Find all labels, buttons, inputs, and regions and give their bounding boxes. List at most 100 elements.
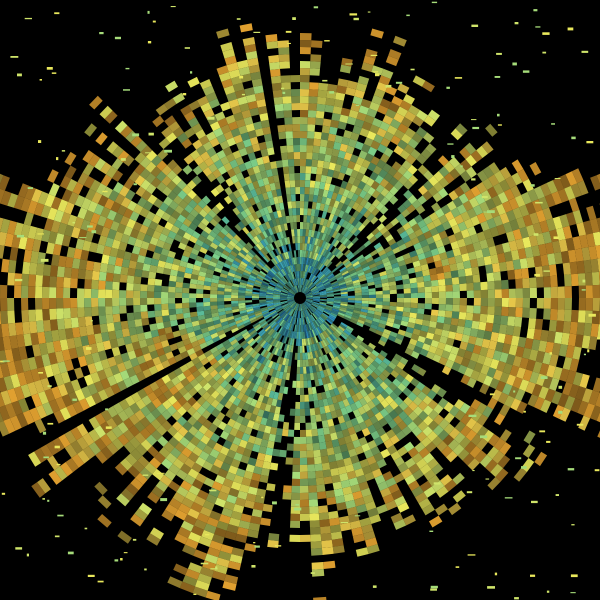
echo-cell — [344, 366, 352, 374]
echo-cell — [260, 119, 270, 129]
echo-cell — [371, 388, 381, 398]
echo-cell — [327, 205, 334, 214]
echo-cell — [256, 315, 264, 321]
echo-cell — [215, 263, 224, 270]
echo-cell — [393, 319, 402, 325]
echo-cell — [314, 209, 320, 217]
echo-cell — [363, 358, 372, 367]
echo-cell — [309, 180, 316, 188]
echo-cell — [300, 471, 308, 479]
echo-cell — [352, 377, 360, 386]
echo-cell — [338, 281, 346, 286]
echo-cell — [217, 307, 226, 313]
echo-cell — [52, 243, 62, 256]
echo-cell — [266, 298, 273, 300]
echo-cell — [476, 372, 487, 384]
echo-cell — [297, 285, 300, 293]
echo-cell — [354, 468, 365, 478]
echo-cell — [241, 193, 249, 202]
echo-cell — [145, 412, 156, 424]
echo-cell — [368, 294, 376, 298]
echo-cell — [345, 312, 353, 317]
clutter-speck — [47, 422, 54, 425]
clutter-speck — [2, 360, 10, 362]
echo-cell — [361, 286, 369, 290]
echo-cell — [470, 185, 481, 197]
echo-cell — [280, 296, 287, 298]
echo-cell — [371, 397, 381, 407]
echo-cell — [303, 324, 306, 332]
echo-cell — [262, 461, 271, 470]
echo-cell — [290, 272, 294, 280]
echo-cell — [415, 381, 426, 392]
echo-cell — [153, 387, 164, 398]
echo-cell — [188, 452, 199, 463]
echo-cell — [309, 306, 316, 312]
echo-cell — [176, 270, 185, 278]
echo-cell — [0, 420, 10, 437]
echo-cell — [516, 401, 528, 414]
echo-cell — [208, 163, 218, 173]
echo-cell — [285, 314, 290, 322]
echo-cell — [538, 196, 549, 210]
echo-cell — [261, 309, 269, 314]
echo-cell — [145, 161, 157, 173]
echo-cell — [413, 242, 422, 251]
echo-cell — [182, 287, 190, 294]
echo-cell — [287, 159, 295, 167]
echo-cell — [305, 293, 313, 296]
echo-cell — [579, 373, 590, 389]
echo-cell — [506, 374, 517, 386]
echo-cell — [112, 305, 120, 315]
echo-cell — [403, 144, 415, 155]
echo-cell — [276, 378, 282, 386]
echo-cell — [217, 301, 225, 306]
echo-cell — [489, 358, 500, 370]
echo-cell — [363, 348, 372, 356]
echo-cell — [228, 348, 237, 356]
echo-cell — [488, 340, 498, 351]
echo-cell — [426, 236, 435, 245]
echo-cell — [156, 160, 168, 171]
echo-cell — [327, 418, 335, 427]
echo-cell — [424, 298, 432, 304]
echo-cell — [510, 185, 522, 198]
echo-cell — [333, 200, 340, 209]
echo-cell — [508, 197, 519, 210]
echo-cell — [380, 137, 391, 148]
echo-cell — [254, 187, 262, 196]
echo-cell — [142, 263, 151, 272]
echo-cell — [198, 319, 207, 325]
echo-cell — [438, 304, 446, 311]
echo-cell — [334, 423, 342, 433]
echo-cell — [361, 121, 372, 131]
echo-cell — [299, 278, 300, 285]
echo-cell — [343, 260, 351, 267]
clutter-speck — [395, 81, 403, 84]
echo-cell — [168, 308, 177, 316]
echo-cell — [135, 399, 146, 410]
echo-cell — [330, 381, 338, 390]
clutter-speck — [497, 113, 500, 117]
echo-cell — [216, 520, 229, 531]
echo-cell — [300, 415, 306, 423]
echo-cell — [53, 373, 65, 387]
echo-cell — [399, 100, 412, 111]
echo-cell — [303, 380, 308, 388]
echo-cell — [269, 243, 275, 251]
echo-cell — [220, 544, 234, 554]
echo-cell — [232, 397, 241, 407]
echo-cell — [327, 344, 334, 352]
clutter-speck — [329, 91, 335, 94]
echo-cell — [465, 243, 475, 253]
echo-cell — [429, 515, 443, 528]
echo-cell — [373, 242, 382, 250]
echo-cell — [374, 307, 383, 313]
echo-cell — [48, 470, 62, 485]
echo-cell — [339, 165, 348, 174]
echo-cell — [320, 248, 326, 256]
echo-cell — [577, 310, 586, 323]
echo-cell — [331, 247, 338, 255]
echo-cell — [326, 271, 333, 278]
echo-cell — [345, 310, 354, 315]
